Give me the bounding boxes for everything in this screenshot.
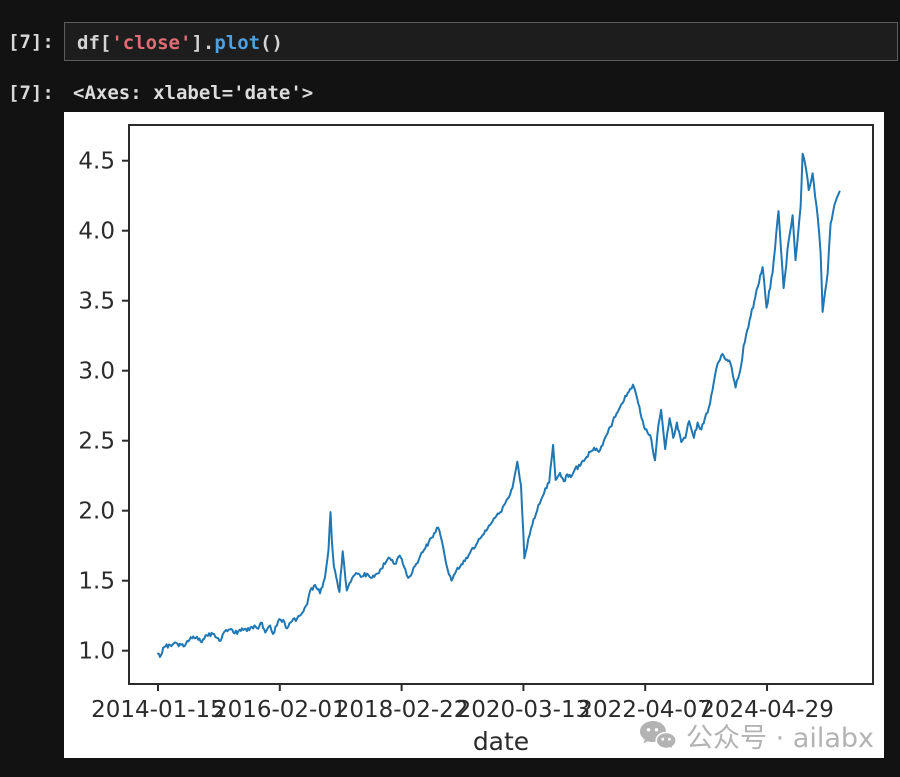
y-tick-label: 1.0 — [78, 639, 115, 665]
y-tick-label: 3.0 — [78, 359, 115, 385]
code-token-plot: plot — [214, 32, 261, 54]
code-token-string-close: 'close' — [111, 32, 192, 54]
code-token-open-bracket: [ — [99, 32, 112, 54]
output-repr-text: <Axes: xlabel='date'> — [73, 82, 314, 104]
x-tick-label: 2014-01-15 — [91, 697, 225, 723]
y-tick-label: 1.5 — [78, 569, 115, 595]
y-tick-label: 2.5 — [78, 429, 115, 455]
x-tick-label: 2020-03-13 — [457, 697, 591, 723]
code-token-parens: () — [260, 32, 283, 54]
x-tick-label: 2022-04-07 — [578, 697, 712, 723]
code-token-dot: . — [202, 32, 215, 54]
y-tick-label: 3.5 — [78, 289, 115, 315]
axes-frame — [128, 124, 874, 685]
output-execution-count: [7]: — [8, 82, 54, 104]
close-price-line-chart: 1.0 1.5 2.0 2.5 3.0 3.5 4.0 4.5 2014-01-152016-0… — [78, 124, 874, 756]
code-token-df: df — [77, 32, 100, 54]
x-tick-label: 2018-02-22 — [335, 697, 469, 723]
wechat-icon — [640, 721, 678, 751]
matplotlib-figure-output: 1.0 1.5 2.0 2.5 3.0 3.5 4.0 4.5 2014-01-15 2016-0… — [64, 112, 884, 758]
x-tick-label: 2016-02-01 — [213, 697, 347, 723]
input-execution-count: [7]: — [8, 31, 54, 53]
x-axis-label: date — [473, 727, 529, 756]
y-tick-label: 4.0 — [78, 219, 115, 245]
watermark: 公众号 · ailabx — [639, 716, 874, 755]
y-tick-label: 2.0 — [78, 499, 115, 525]
close-price-line — [157, 152, 841, 658]
y-tick-label: 4.5 — [78, 149, 115, 175]
x-tick-label: 2024-04-29 — [700, 697, 834, 723]
code-cell-input[interactable]: df['close'].plot() — [64, 22, 898, 61]
code-token-close-bracket: ] — [191, 32, 203, 54]
watermark-text: 公众号 · ailabx — [686, 723, 874, 754]
